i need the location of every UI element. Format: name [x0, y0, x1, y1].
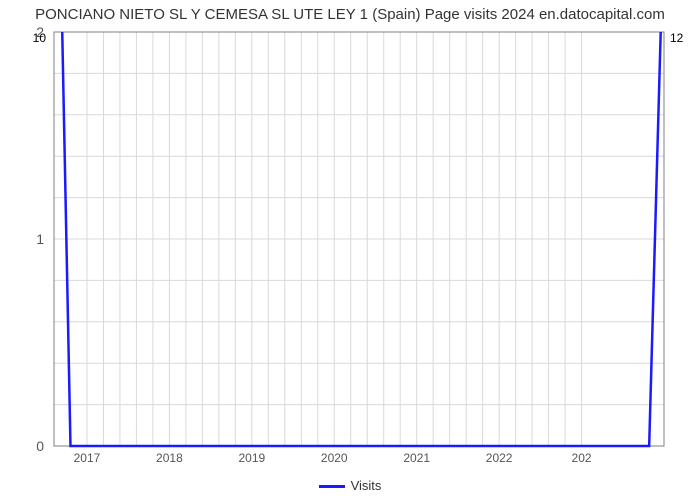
svg-text:2021: 2021	[403, 451, 430, 465]
svg-text:2019: 2019	[238, 451, 265, 465]
svg-text:2020: 2020	[321, 451, 348, 465]
legend-swatch	[319, 485, 345, 488]
svg-text:2017: 2017	[74, 451, 101, 465]
endpoint-label: 10	[33, 31, 47, 45]
line-chart: 2017201820192020202120222020121012	[0, 0, 700, 500]
svg-text:0: 0	[36, 438, 44, 454]
svg-text:202: 202	[572, 451, 592, 465]
legend: Visits	[0, 478, 700, 493]
svg-text:1: 1	[36, 231, 44, 247]
endpoint-label: 12	[670, 31, 684, 45]
legend-label: Visits	[351, 478, 382, 493]
svg-text:2022: 2022	[486, 451, 513, 465]
svg-text:2018: 2018	[156, 451, 183, 465]
